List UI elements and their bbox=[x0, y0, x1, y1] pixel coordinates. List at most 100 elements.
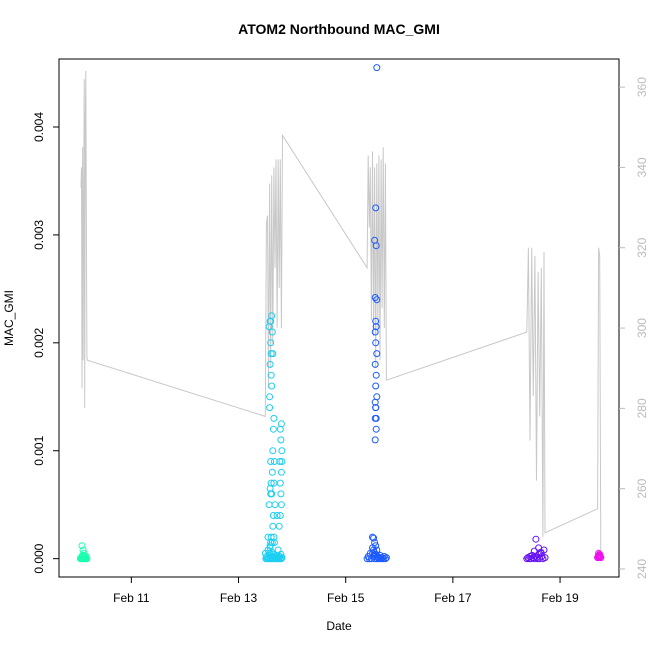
data-point bbox=[371, 436, 379, 444]
y2-tick-label: 340 bbox=[635, 157, 649, 177]
points-layer bbox=[76, 64, 605, 563]
data-point bbox=[276, 458, 284, 465]
data-point bbox=[266, 549, 274, 557]
series-3-points bbox=[523, 535, 549, 563]
data-point bbox=[79, 551, 87, 559]
data-point bbox=[370, 534, 378, 542]
data-point bbox=[270, 458, 278, 465]
data-point bbox=[267, 371, 275, 379]
data-point bbox=[278, 554, 286, 562]
data-point bbox=[372, 382, 380, 390]
data-point bbox=[382, 554, 390, 562]
data-point bbox=[371, 294, 379, 301]
data-point bbox=[269, 522, 277, 530]
data-point bbox=[78, 542, 86, 550]
data-point bbox=[277, 420, 285, 428]
y2-tick-label: 280 bbox=[635, 398, 649, 418]
data-point bbox=[269, 425, 277, 433]
data-point bbox=[372, 339, 380, 347]
data-point bbox=[266, 393, 274, 401]
data-point bbox=[381, 555, 389, 563]
data-point bbox=[270, 539, 278, 546]
data-point bbox=[371, 360, 379, 368]
y-axis-right: 240 260 280 300 320 340 360 bbox=[619, 77, 649, 579]
data-point bbox=[373, 296, 381, 304]
data-point bbox=[373, 64, 381, 72]
y-tick-label: 0.001 bbox=[32, 435, 46, 465]
data-point bbox=[267, 539, 275, 546]
data-point bbox=[268, 328, 276, 336]
data-point bbox=[266, 404, 274, 412]
data-point bbox=[375, 554, 383, 562]
data-point bbox=[277, 501, 285, 509]
data-point bbox=[277, 436, 285, 444]
data-point bbox=[269, 447, 277, 455]
data-point bbox=[369, 549, 376, 557]
y-axis-label: MAC_GMI bbox=[2, 290, 16, 346]
data-point bbox=[265, 501, 273, 509]
y-axis-left: 0.000 0.001 0.002 0.003 0.004 bbox=[32, 112, 59, 574]
data-point bbox=[276, 479, 284, 487]
x-tick-label: Feb 15 bbox=[327, 591, 365, 605]
data-point bbox=[268, 312, 276, 320]
data-point bbox=[372, 323, 380, 331]
x-tick-label: Feb 19 bbox=[541, 591, 579, 605]
y2-tick-label: 360 bbox=[635, 77, 649, 97]
y2-tick-label: 300 bbox=[635, 318, 649, 338]
data-point bbox=[268, 382, 276, 390]
data-point bbox=[266, 485, 274, 492]
y-tick-label: 0.000 bbox=[32, 543, 46, 573]
data-point bbox=[372, 317, 380, 325]
data-point bbox=[534, 555, 541, 563]
x-axis: Feb 11 Feb 13 Feb 15 Feb 17 Feb 19 bbox=[113, 577, 579, 605]
series-1-points bbox=[261, 312, 286, 563]
data-point bbox=[371, 414, 379, 422]
series-2-points bbox=[363, 64, 390, 563]
plot-area bbox=[58, 58, 620, 578]
data-point bbox=[374, 553, 382, 560]
data-point bbox=[269, 350, 277, 358]
x-tick-label: Feb 11 bbox=[113, 591, 150, 605]
x-tick-label: Feb 17 bbox=[434, 591, 472, 605]
data-point bbox=[277, 550, 285, 558]
data-point bbox=[537, 549, 545, 557]
data-point bbox=[532, 535, 540, 543]
data-point bbox=[372, 371, 380, 379]
data-point bbox=[541, 554, 549, 562]
data-point bbox=[277, 468, 285, 476]
data-point bbox=[371, 236, 379, 244]
data-point bbox=[267, 490, 275, 498]
data-point bbox=[372, 404, 380, 412]
data-point bbox=[372, 425, 380, 433]
data-point bbox=[275, 522, 283, 530]
y2-tick-label: 320 bbox=[635, 237, 649, 257]
data-point bbox=[267, 339, 275, 347]
data-point bbox=[271, 501, 279, 509]
data-point bbox=[278, 458, 286, 465]
data-point bbox=[265, 323, 273, 331]
data-point bbox=[595, 553, 603, 560]
y2-tick-label: 240 bbox=[635, 559, 649, 579]
data-point bbox=[269, 512, 277, 519]
data-point bbox=[276, 512, 284, 519]
y-tick-label: 0.002 bbox=[32, 327, 46, 357]
data-point bbox=[370, 548, 378, 556]
data-point bbox=[371, 551, 379, 559]
data-point bbox=[270, 414, 278, 422]
data-point bbox=[371, 539, 379, 546]
data-point bbox=[372, 542, 380, 550]
data-point bbox=[80, 549, 88, 557]
series-0-points bbox=[76, 542, 91, 563]
data-point bbox=[530, 547, 538, 555]
y2-tick-label: 260 bbox=[635, 478, 649, 498]
data-point bbox=[277, 490, 285, 498]
data-point bbox=[79, 546, 87, 554]
y-tick-label: 0.003 bbox=[32, 220, 46, 250]
data-point bbox=[83, 555, 91, 563]
data-point bbox=[372, 204, 380, 212]
series-4-points bbox=[594, 549, 605, 562]
chart-title: ATOM2 Northbound MAC_GMI bbox=[238, 21, 440, 37]
secondary-line-layer bbox=[80, 70, 602, 557]
data-point bbox=[266, 544, 274, 552]
